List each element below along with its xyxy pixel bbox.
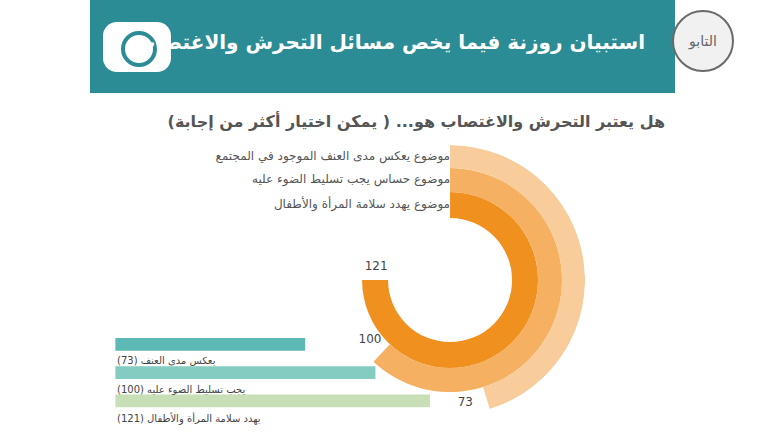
svg-text:100: 100: [359, 332, 382, 346]
html-text:هل يعتبر التحرش والاغتصاب هو..: هل يعتبر التحرش والاغتصاب هو... ( يمكن ا…: [167, 112, 665, 131]
svg-text:يعكس مدى العنف (73): يعكس مدى العنف (73): [117, 355, 216, 366]
svg-text:موضوع حساس يجب تسليط الضوء علي: موضوع حساس يجب تسليط الضوء عليه: [252, 172, 450, 187]
svg-text:موضوع يهدد سلامة المرأة والأطف: موضوع يهدد سلامة المرأة والأطفال: [274, 196, 450, 212]
html-text:التابو: التابو: [689, 33, 717, 49]
svg-text:73: 73: [458, 395, 473, 409]
svg-text:121: 121: [365, 259, 388, 273]
svg-text:موضوع يعكس مدى العنف الموجود ف: موضوع يعكس مدى العنف الموجود في المجتمع: [216, 149, 451, 164]
html-text:استبيان روزنة فيما يخص مسائل ا: استبيان روزنة فيما يخص مسائل التحرش والا…: [135, 30, 645, 54]
svg-text:يجب تسليط الضوء عليه (100): يجب تسليط الضوء عليه (100): [117, 384, 245, 395]
svg-text:يهدد سلامة المرأة والأطفال (12: يهدد سلامة المرأة والأطفال (121): [117, 412, 261, 425]
